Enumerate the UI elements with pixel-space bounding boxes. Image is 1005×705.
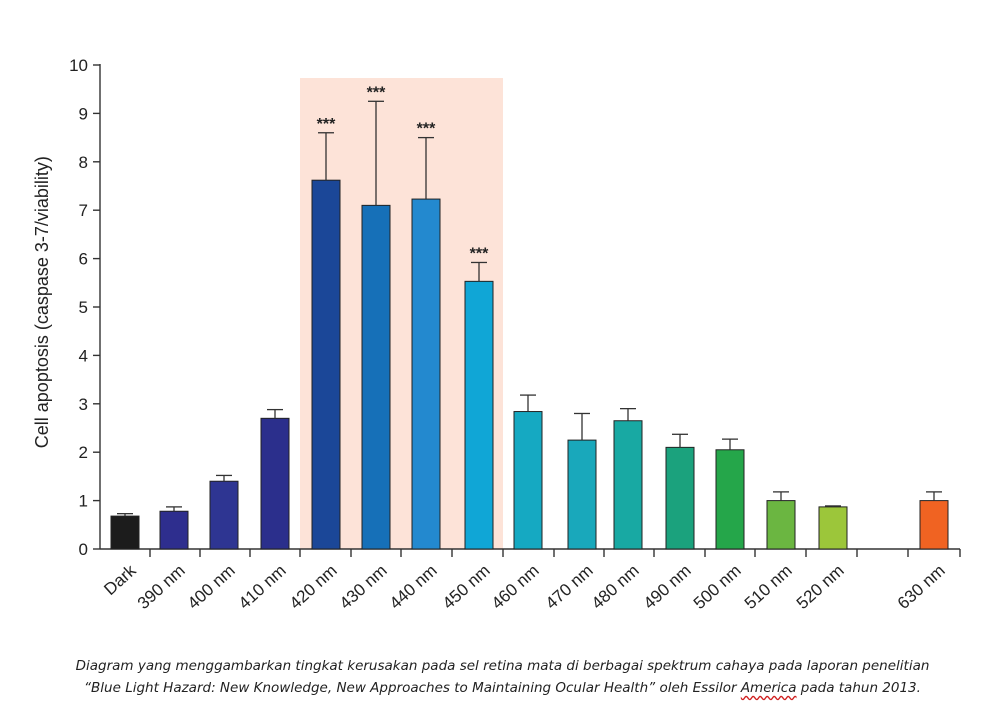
bar bbox=[110, 515, 140, 550]
y-tick-label: 8 bbox=[79, 153, 88, 172]
x-tick-label: Dark bbox=[100, 561, 140, 599]
x-tick-label: 390 nm bbox=[134, 561, 189, 613]
bar bbox=[818, 506, 848, 550]
bar bbox=[513, 411, 543, 550]
caption-line-2-end: pada tahun 2013. bbox=[796, 680, 921, 696]
y-tick-label: 4 bbox=[79, 346, 88, 365]
spellcheck-marked-word: America bbox=[740, 680, 797, 696]
y-tick-label: 3 bbox=[79, 395, 88, 414]
x-tick-label: 420 nm bbox=[286, 561, 341, 613]
bar bbox=[715, 449, 745, 550]
y-tick-label: 9 bbox=[79, 104, 88, 123]
bar bbox=[411, 198, 441, 550]
x-tick-label: 450 nm bbox=[439, 561, 494, 613]
significance-label: *** bbox=[317, 116, 336, 133]
y-tick-label: 0 bbox=[79, 540, 88, 559]
y-axis-title: Cell apoptosis (caspase 3-7/viability) bbox=[32, 156, 52, 448]
caption-line-2-text: “Blue Light Hazard: New Knowledge, New A… bbox=[84, 680, 741, 696]
bar bbox=[464, 280, 494, 550]
significance-label: *** bbox=[470, 245, 489, 262]
bar bbox=[766, 500, 796, 550]
x-tick-label: 430 nm bbox=[336, 561, 391, 613]
bar bbox=[567, 439, 597, 550]
y-tick-label: 1 bbox=[79, 492, 88, 511]
x-tick-label: 500 nm bbox=[690, 561, 745, 613]
x-tick-label: 460 nm bbox=[488, 561, 543, 613]
x-tick-label: 520 nm bbox=[793, 561, 848, 613]
y-tick-label: 10 bbox=[69, 56, 88, 75]
bar bbox=[159, 510, 189, 550]
bar bbox=[919, 500, 949, 550]
y-tick-label: 6 bbox=[79, 250, 88, 269]
bar bbox=[260, 417, 290, 550]
bar-chart: 0 1 2 3 4 5 6 7 8 9 10 Cell apoptosis (caspase 3-7/… bbox=[32, 56, 961, 613]
caption-line-2: “Blue Light Hazard: New Knowledge, New A… bbox=[0, 677, 1005, 699]
significance-label: *** bbox=[417, 121, 436, 138]
x-tick-label: 510 nm bbox=[741, 561, 796, 613]
y-tick-label: 5 bbox=[79, 298, 88, 317]
bar bbox=[311, 179, 341, 550]
caption-line-1: Diagram yang menggambarkan tingkat kerus… bbox=[75, 658, 930, 674]
x-tick-label: 440 nm bbox=[386, 561, 441, 613]
x-tick-label: 470 nm bbox=[542, 561, 597, 613]
bar bbox=[665, 446, 695, 550]
x-tick-label: 480 nm bbox=[588, 561, 643, 613]
y-tick-label: 7 bbox=[79, 201, 88, 220]
significance-label: *** bbox=[367, 84, 386, 101]
figure-caption: Diagram yang menggambarkan tingkat kerus… bbox=[0, 655, 1005, 699]
bars bbox=[110, 100, 949, 550]
bar bbox=[361, 204, 391, 550]
x-tick-label: 490 nm bbox=[640, 561, 695, 613]
x-tick-label: 410 nm bbox=[235, 561, 290, 613]
y-tick-label: 2 bbox=[79, 443, 88, 462]
x-tick-label: 400 nm bbox=[184, 561, 239, 613]
bar bbox=[613, 420, 643, 550]
x-tick-label: 630 nm bbox=[894, 561, 949, 613]
bar bbox=[209, 480, 239, 550]
